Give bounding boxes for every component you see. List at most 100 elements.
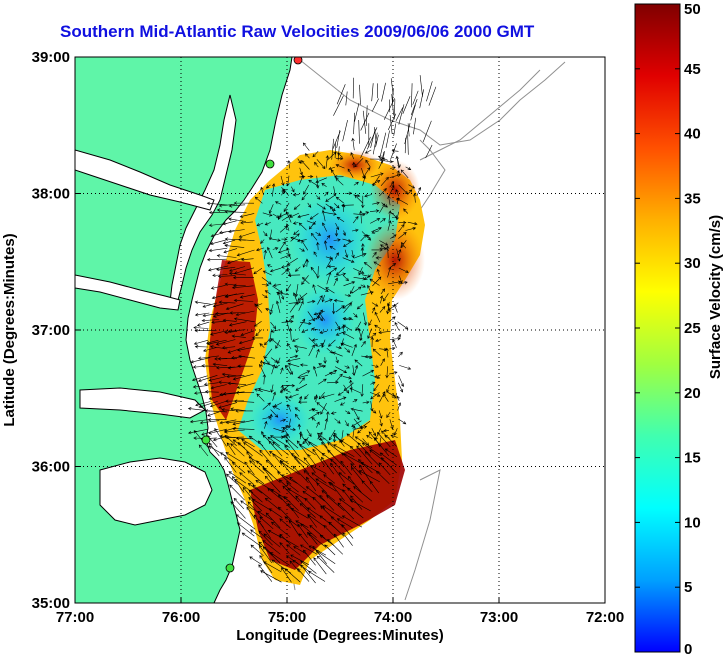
velocity-arrow <box>342 238 352 243</box>
velocity-arrow <box>219 392 237 397</box>
velocity-arrow <box>333 277 338 286</box>
velocity-arrow <box>278 494 292 509</box>
velocity-arrow <box>250 529 263 539</box>
x-tick-labels: 77:00 76:00 75:00 74:00 73:00 72:00 <box>56 609 624 626</box>
x-axis-label: Longitude (Degrees:Minutes) <box>236 627 444 644</box>
velocity-arrow <box>363 211 370 215</box>
velocity-arrow <box>316 482 328 494</box>
velocity-arrow <box>262 270 272 276</box>
velocity-arrow <box>326 267 338 276</box>
velocity-arrow <box>416 186 422 196</box>
velocity-arrow <box>326 257 333 269</box>
colorbar-tick-label: 25 <box>684 320 701 337</box>
velocity-arrow <box>304 497 316 510</box>
velocity-arrow <box>364 149 372 154</box>
velocity-arrow <box>352 399 358 403</box>
velocity-arrow <box>372 276 382 287</box>
y-tick-label: 35:00 <box>32 595 70 612</box>
velocity-arrow <box>312 448 325 466</box>
velocity-arrow <box>321 393 335 399</box>
potomac-river <box>75 149 215 211</box>
velocity-arrow <box>341 524 354 539</box>
velocity-arrow <box>313 557 327 575</box>
velocity-arrow <box>329 245 336 250</box>
velocity-arrow <box>396 248 401 262</box>
velocity-arrow <box>254 303 263 313</box>
velocity-arrow <box>235 391 254 395</box>
velocity-arrow <box>233 201 255 205</box>
velocity-arrow <box>354 436 373 449</box>
velocity-arrow <box>335 305 345 313</box>
velocity-arrow <box>360 112 370 131</box>
velocity-arrow <box>272 247 279 251</box>
velocity-arrow <box>341 452 355 465</box>
velocity-arrow <box>373 384 379 392</box>
velocity-arrow <box>301 329 308 333</box>
velocity-arrow <box>342 120 348 142</box>
velocity-arrow <box>361 243 365 250</box>
colorbar-tick-label: 40 <box>684 126 701 143</box>
velocity-arrow <box>297 423 301 430</box>
velocity-arrow <box>210 384 227 390</box>
velocity-arrow <box>321 456 335 475</box>
velocity-arrow <box>372 132 378 155</box>
velocity-arrow <box>379 188 387 197</box>
velocity-arrow <box>227 257 244 265</box>
velocity-arrow <box>332 434 354 449</box>
velocity-arrow <box>300 560 317 574</box>
velocity-arrow <box>364 354 373 359</box>
velocity-arrow <box>216 254 237 258</box>
velocity-arrow <box>212 273 228 277</box>
velocity-arrow <box>271 364 276 375</box>
velocity-arrow <box>357 442 371 456</box>
velocity-arrow <box>359 464 371 483</box>
velocity-arrow <box>307 570 326 582</box>
velocity-arrow <box>298 300 304 311</box>
velocity-arrow <box>328 166 336 170</box>
velocity-arrow <box>356 303 364 310</box>
velocity-arrow <box>322 222 327 232</box>
velocity-arrow <box>408 184 416 189</box>
velocity-arrow <box>301 239 309 251</box>
velocity-arrow <box>270 322 277 330</box>
velocity-arrow <box>233 298 254 303</box>
velocity-arrow <box>287 418 292 429</box>
velocity-arrow <box>310 232 318 241</box>
velocity-arrow <box>236 522 255 537</box>
velocity-arrow <box>253 267 263 275</box>
velocity-arrow <box>211 294 226 300</box>
velocity-arrow <box>369 209 380 213</box>
velocity-arrow <box>295 383 308 391</box>
velocity-arrow <box>237 442 253 457</box>
velocity-arrow <box>386 302 391 313</box>
velocity-arrow <box>304 394 309 400</box>
velocity-arrow <box>267 436 280 447</box>
velocity-arrow <box>396 198 409 205</box>
map-gridlines <box>75 57 605 603</box>
velocity-arrow <box>388 210 392 222</box>
velocity-arrow <box>310 266 318 276</box>
velocity-arrow <box>246 506 256 520</box>
velocity-arrow <box>351 286 362 294</box>
velocity-arrow <box>371 364 379 368</box>
velocity-arrow <box>374 311 381 323</box>
velocity-arrow <box>375 338 382 343</box>
velocity-arrow <box>366 234 371 240</box>
velocity-arrow <box>342 332 355 339</box>
velocity-arrow <box>294 413 300 420</box>
velocity-arrow <box>358 119 360 144</box>
velocity-arrow <box>291 186 295 193</box>
velocity-arrow <box>267 488 283 500</box>
velocity-arrow <box>354 359 363 367</box>
velocity-arrow <box>223 248 238 254</box>
velocity-arrow <box>290 233 300 242</box>
velocity-arrow <box>210 345 228 350</box>
velocity-arrow <box>360 340 366 348</box>
velocity-arrow <box>372 251 377 258</box>
velocity-arrow <box>380 288 386 295</box>
velocity-arrow <box>398 224 405 233</box>
velocity-arrow <box>387 113 397 131</box>
velocity-arrow <box>287 488 308 501</box>
velocity-arrow <box>306 476 317 492</box>
velocity-arrow <box>293 204 301 210</box>
